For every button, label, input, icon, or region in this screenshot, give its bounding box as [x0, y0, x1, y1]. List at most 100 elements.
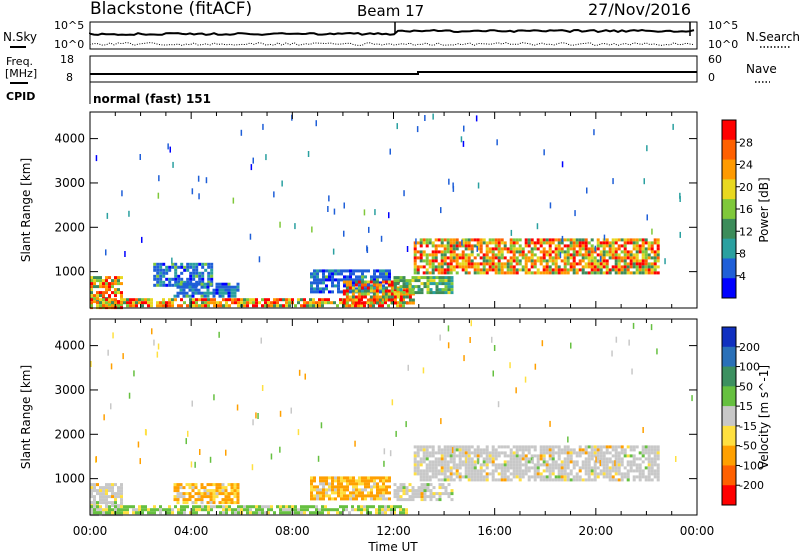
power-echo-cell [96, 285, 99, 289]
velocity-echo-cell [200, 486, 204, 490]
velocity-echo-cell [593, 451, 597, 455]
power-echo-cell [656, 241, 660, 245]
power-echo-cell [364, 269, 367, 273]
velocity-echo-cell [578, 475, 582, 479]
velocity-echo-cell [590, 448, 594, 452]
velocity-echo-cell [614, 466, 618, 470]
velocity-echo-cell [444, 492, 448, 496]
velocity-echo-cell [408, 483, 412, 487]
velocity-echo-cell [596, 460, 600, 464]
velocity-echo-cell [608, 460, 612, 464]
velocity-echo-cell [349, 497, 352, 501]
velocity-echo-cell [596, 472, 600, 476]
velocity-echo-cell [653, 454, 657, 458]
velocity-noise-point [103, 414, 105, 421]
power-echo-cell [252, 301, 255, 305]
power-echo-cell [488, 268, 492, 272]
power-echo-cell [96, 297, 99, 301]
power-echo-cell [219, 304, 222, 308]
power-echo-cell [345, 280, 349, 284]
power-echo-cell [340, 290, 343, 294]
velocity-echo-cell [437, 472, 441, 476]
power-echo-cell [191, 288, 195, 292]
velocity-echo-cell [539, 451, 543, 455]
velocity-echo-cell [102, 492, 105, 496]
freq-unit-label: [MHz] [5, 67, 37, 80]
power-echo-cell [605, 238, 609, 242]
velocity-echo-cell [419, 469, 423, 473]
velocity-echo-cell [518, 472, 522, 476]
velocity-echo-cell [464, 454, 468, 458]
velocity-noise-point [477, 458, 479, 465]
velocity-echo-cell [334, 476, 337, 480]
power-echo-cell [638, 265, 642, 269]
velocity-echo-cell [180, 505, 183, 509]
velocity-echo-cell [494, 463, 498, 467]
power-echo-cell [617, 265, 621, 269]
velocity-colorbar-segment [722, 485, 736, 506]
power-echo-cell [488, 259, 492, 263]
power-echo-cell [267, 298, 270, 302]
velocity-echo-cell [408, 498, 412, 502]
power-echo-cell [422, 259, 426, 263]
power-echo-cell [345, 295, 349, 299]
power-echo-cell [215, 282, 219, 286]
velocity-echo-cell [545, 463, 549, 467]
velocity-echo-cell [437, 478, 441, 482]
power-echo-cell [590, 238, 594, 242]
power-echo-cell [521, 250, 525, 254]
power-noise-point [121, 190, 123, 197]
power-echo-cell [545, 238, 549, 242]
velocity-echo-cell [234, 511, 237, 515]
velocity-echo-cell [455, 454, 459, 458]
power-echo-cell [530, 247, 534, 251]
velocity-echo-cell [322, 491, 325, 495]
velocity-echo-cell [237, 505, 240, 509]
power-echo-cell [608, 247, 612, 251]
velocity-echo-cell [188, 495, 192, 499]
velocity-echo-cell [473, 466, 477, 470]
velocity-echo-cell [575, 478, 579, 482]
power-echo-cell [530, 262, 534, 266]
velocity-echo-cell [473, 454, 477, 458]
velocity-echo-cell [599, 463, 603, 467]
velocity-echo-cell [444, 489, 448, 493]
power-echo-cell [123, 298, 126, 302]
noise-left-tick-bottom: 10^0 [54, 38, 84, 51]
velocity-echo-cell [221, 501, 225, 505]
velocity-echo-cell [138, 505, 141, 509]
velocity-echo-cell [548, 451, 552, 455]
velocity-echo-cell [230, 498, 234, 502]
velocity-echo-cell [364, 476, 367, 480]
velocity-echo-cell [425, 466, 429, 470]
power-echo-cell [413, 271, 417, 275]
power-echo-cell [117, 291, 120, 295]
power-echo-cell [629, 241, 633, 245]
velocity-echo-cell [479, 451, 483, 455]
power-echo-cell [246, 298, 249, 302]
power-noise-point [496, 139, 498, 146]
velocity-echo-cell [182, 486, 186, 490]
velocity-noise-point [470, 320, 472, 327]
velocity-echo-cell [614, 460, 618, 464]
velocity-noise-point [656, 348, 658, 355]
velocity-echo-cell [485, 445, 489, 449]
power-echo-cell [213, 301, 216, 305]
velocity-echo-cell [402, 492, 406, 496]
power-echo-cell [405, 295, 409, 299]
power-echo-cell [120, 276, 123, 280]
velocity-echo-cell [310, 485, 313, 489]
power-echo-cell [524, 256, 528, 260]
power-echo-cell [476, 244, 480, 248]
velocity-echo-cell [120, 483, 123, 487]
power-echo-cell [593, 265, 597, 269]
velocity-echo-cell [629, 466, 633, 470]
velocity-echo-cell [539, 457, 543, 461]
power-echo-cell [416, 265, 420, 269]
velocity-echo-cell [126, 508, 129, 512]
velocity-echo-cell [617, 451, 621, 455]
power-echo-cell [354, 301, 358, 305]
power-echo-cell [159, 274, 163, 278]
velocity-echo-cell [554, 445, 558, 449]
velocity-echo-cell [503, 460, 507, 464]
